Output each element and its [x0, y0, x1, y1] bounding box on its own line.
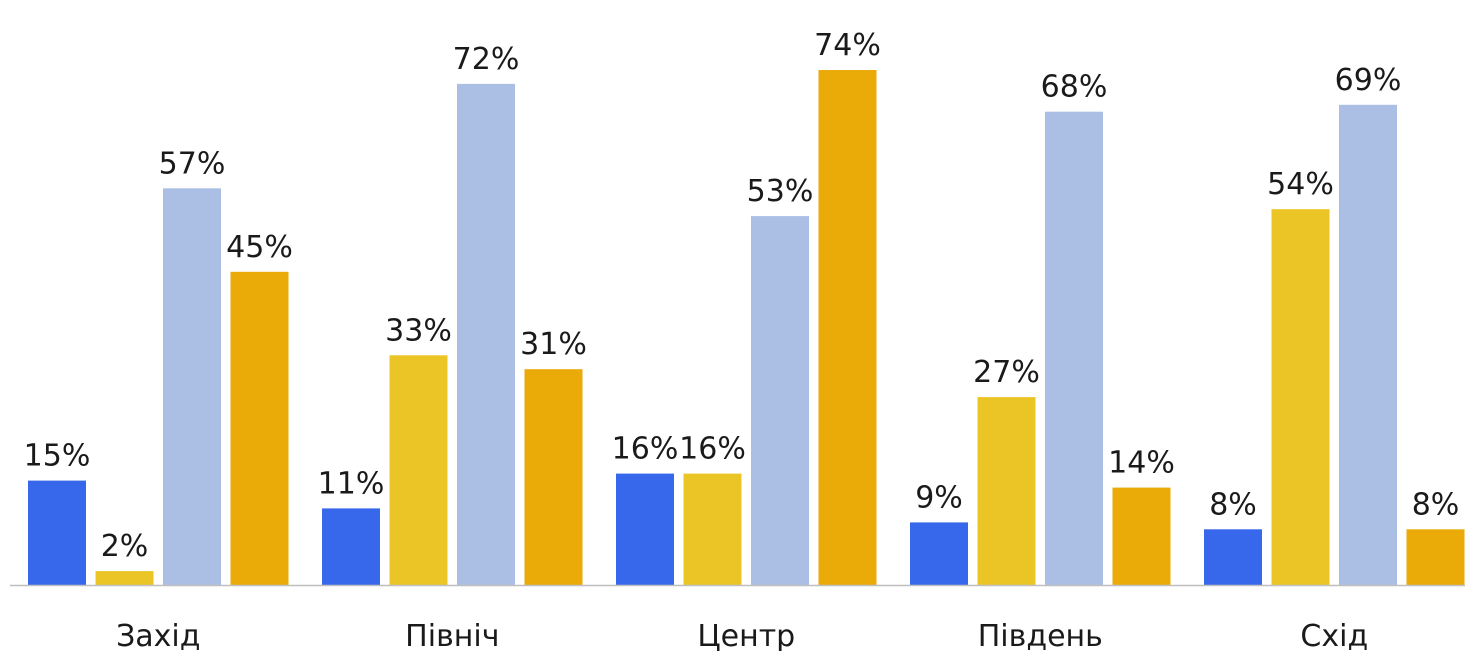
bar-2-Центр — [683, 473, 742, 585]
bar-1-Центр — [616, 473, 674, 585]
bar-4-Центр — [818, 70, 877, 585]
bar-4-Південь — [1112, 487, 1171, 585]
category-label-Південь: Південь — [978, 619, 1103, 651]
category-labels-layer: Захід Північ Центр Південь Схід — [116, 619, 1368, 651]
bar-2-Схід — [1271, 209, 1330, 585]
bar-4-Захід — [230, 271, 289, 585]
value-label-4-Схід: 8% — [1412, 487, 1460, 522]
value-label-3-Центр: 53% — [747, 174, 814, 209]
bar-4-Північ — [524, 369, 583, 585]
bar-3-Захід — [163, 188, 221, 586]
bar-3-Схід — [1339, 104, 1397, 586]
bar-1-Південь — [910, 522, 968, 585]
bar-2-Південь — [977, 397, 1036, 585]
bar-1-Північ — [322, 508, 380, 585]
value-label-2-Південь: 27% — [973, 355, 1040, 390]
value-label-3-Південь: 68% — [1041, 70, 1108, 105]
bar-1-Захід — [28, 480, 86, 585]
value-label-4-Центр: 74% — [814, 28, 881, 63]
bar-4-Схід — [1406, 529, 1465, 585]
category-label-Центр: Центр — [697, 619, 795, 651]
bar-3-Північ — [457, 83, 515, 586]
value-label-2-Захід: 2% — [101, 529, 149, 564]
value-label-4-Південь: 14% — [1108, 446, 1175, 481]
value-label-2-Схід: 54% — [1267, 167, 1334, 202]
value-label-3-Північ: 72% — [453, 42, 520, 77]
value-label-4-Північ: 31% — [520, 327, 587, 362]
bar-1-Схід — [1204, 529, 1262, 585]
value-label-3-Захід: 57% — [159, 146, 226, 181]
value-label-4-Захід: 45% — [226, 230, 293, 265]
value-label-3-Схід: 69% — [1335, 63, 1402, 98]
bar-3-Південь — [1045, 111, 1103, 585]
value-label-2-Центр: 16% — [679, 432, 746, 467]
bar-2-Захід — [95, 571, 154, 585]
bars-layer — [28, 70, 1465, 586]
value-label-1-Центр: 16% — [612, 432, 679, 467]
category-label-Схід: Схід — [1300, 619, 1368, 651]
value-label-1-Схід: 8% — [1209, 487, 1257, 522]
value-label-1-Захід: 15% — [24, 439, 91, 474]
value-label-1-Північ: 11% — [318, 466, 385, 501]
bar-3-Центр — [751, 216, 809, 585]
value-label-1-Південь: 9% — [915, 480, 963, 515]
bar-2-Північ — [389, 355, 448, 585]
value-labels-layer: 15% 2% 57% 45% 11% 33% 72% 31% 16% 16% 53% 74% 9% 27%… — [24, 28, 1460, 564]
category-label-Північ: Північ — [405, 619, 499, 651]
value-label-2-Північ: 33% — [385, 313, 452, 348]
category-label-Захід: Захід — [116, 619, 200, 651]
